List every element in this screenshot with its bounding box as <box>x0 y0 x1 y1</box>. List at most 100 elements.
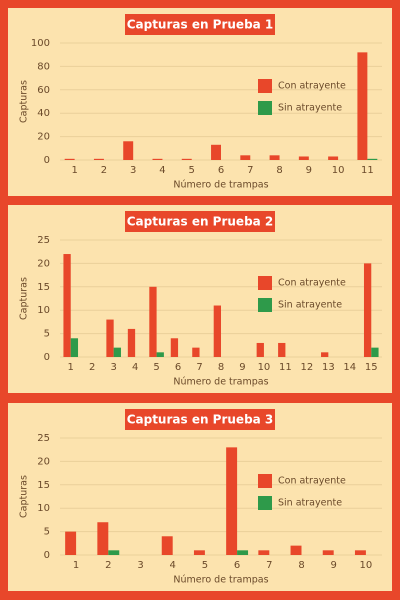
bar <box>113 347 121 357</box>
y-axis-label: Capturas <box>19 475 30 518</box>
bar <box>156 352 164 357</box>
y-tick-label: 80 <box>37 61 50 72</box>
bar <box>269 155 280 160</box>
x-tick-label: 14 <box>343 362 356 373</box>
bar <box>127 328 136 357</box>
y-axis-label: Capturas <box>19 277 30 320</box>
bar <box>240 155 251 160</box>
x-tick-label: 8 <box>218 362 224 373</box>
bar <box>70 338 79 357</box>
x-tick-label: 4 <box>159 165 165 176</box>
x-tick-label: 5 <box>202 560 208 571</box>
x-tick-label: 8 <box>298 560 304 571</box>
x-tick-label: 1 <box>71 165 77 176</box>
bar <box>106 319 114 357</box>
y-tick-label: 20 <box>37 132 50 143</box>
bar <box>226 447 238 555</box>
y-tick-label: 5 <box>44 527 50 538</box>
x-tick-label: 3 <box>110 362 116 373</box>
y-tick-label: 25 <box>37 433 50 444</box>
x-tick-label: 8 <box>276 165 282 176</box>
legend-swatch <box>258 496 272 510</box>
bar <box>367 158 378 160</box>
x-tick-label: 4 <box>170 560 176 571</box>
bar <box>357 52 368 160</box>
x-tick-label: 12 <box>300 362 313 373</box>
bar <box>354 550 366 555</box>
x-tick-label: 3 <box>130 165 136 176</box>
bar <box>152 158 163 160</box>
chart-title: Capturas en Prueba 1 <box>127 18 274 32</box>
bar <box>258 550 270 555</box>
bar <box>298 156 309 160</box>
y-tick-label: 10 <box>37 305 50 316</box>
legend-swatch <box>258 101 272 115</box>
bar <box>371 347 379 357</box>
bar <box>170 338 179 357</box>
x-tick-label: 13 <box>322 362 335 373</box>
bar <box>108 550 120 555</box>
legend-swatch <box>258 298 272 312</box>
bar <box>363 263 372 357</box>
panel <box>8 8 392 196</box>
bar <box>328 156 339 160</box>
x-tick-label: 11 <box>279 362 292 373</box>
x-axis-label: Número de trampas <box>173 575 268 586</box>
x-tick-label: 5 <box>153 362 159 373</box>
x-tick-label: 6 <box>175 362 181 373</box>
y-tick-label: 15 <box>37 282 50 293</box>
x-tick-label: 1 <box>73 560 79 571</box>
x-tick-label: 10 <box>258 362 271 373</box>
y-tick-label: 5 <box>44 329 50 340</box>
y-tick-label: 0 <box>44 550 50 561</box>
y-tick-label: 10 <box>37 503 50 514</box>
y-axis-label: Capturas <box>19 80 30 123</box>
bar <box>278 342 286 357</box>
panel <box>8 205 392 393</box>
bar <box>290 545 302 555</box>
bar <box>213 305 221 357</box>
bar <box>149 286 157 357</box>
y-tick-label: 60 <box>37 85 50 96</box>
legend-swatch <box>258 79 272 93</box>
x-tick-label: 3 <box>137 560 143 571</box>
x-axis-label: Número de trampas <box>173 377 268 388</box>
bar <box>161 536 173 555</box>
y-tick-label: 25 <box>37 235 50 246</box>
legend-label: Con atrayente <box>278 81 346 92</box>
title-box <box>125 14 275 35</box>
y-tick-label: 20 <box>37 258 50 269</box>
legend-label: Sin atrayente <box>278 103 342 114</box>
x-tick-label: 1 <box>68 362 74 373</box>
bar <box>321 352 329 357</box>
panel <box>8 403 392 591</box>
legend-label: Con atrayente <box>278 476 346 487</box>
legend-swatch <box>258 474 272 488</box>
x-tick-label: 6 <box>218 165 224 176</box>
bar <box>65 531 77 555</box>
bar <box>181 158 192 160</box>
legend-label: Sin atrayente <box>278 300 342 311</box>
chart-title: Capturas en Prueba 2 <box>127 215 274 229</box>
x-tick-label: 4 <box>132 362 138 373</box>
legend-label: Con atrayente <box>278 278 346 289</box>
x-tick-label: 9 <box>306 165 312 176</box>
bar <box>64 158 75 160</box>
bar <box>322 550 334 555</box>
x-tick-label: 6 <box>234 560 240 571</box>
y-tick-label: 15 <box>37 480 50 491</box>
title-box <box>125 211 275 232</box>
y-tick-label: 0 <box>44 352 50 363</box>
bar <box>63 254 71 357</box>
x-tick-label: 7 <box>247 165 253 176</box>
x-tick-label: 9 <box>239 362 245 373</box>
y-tick-label: 100 <box>31 38 50 49</box>
bar <box>93 158 104 160</box>
title-box <box>125 409 275 430</box>
x-tick-label: 2 <box>89 362 95 373</box>
x-tick-label: 2 <box>105 560 111 571</box>
x-axis-label: Número de trampas <box>173 180 268 191</box>
x-tick-label: 7 <box>196 362 202 373</box>
bar <box>237 550 249 555</box>
